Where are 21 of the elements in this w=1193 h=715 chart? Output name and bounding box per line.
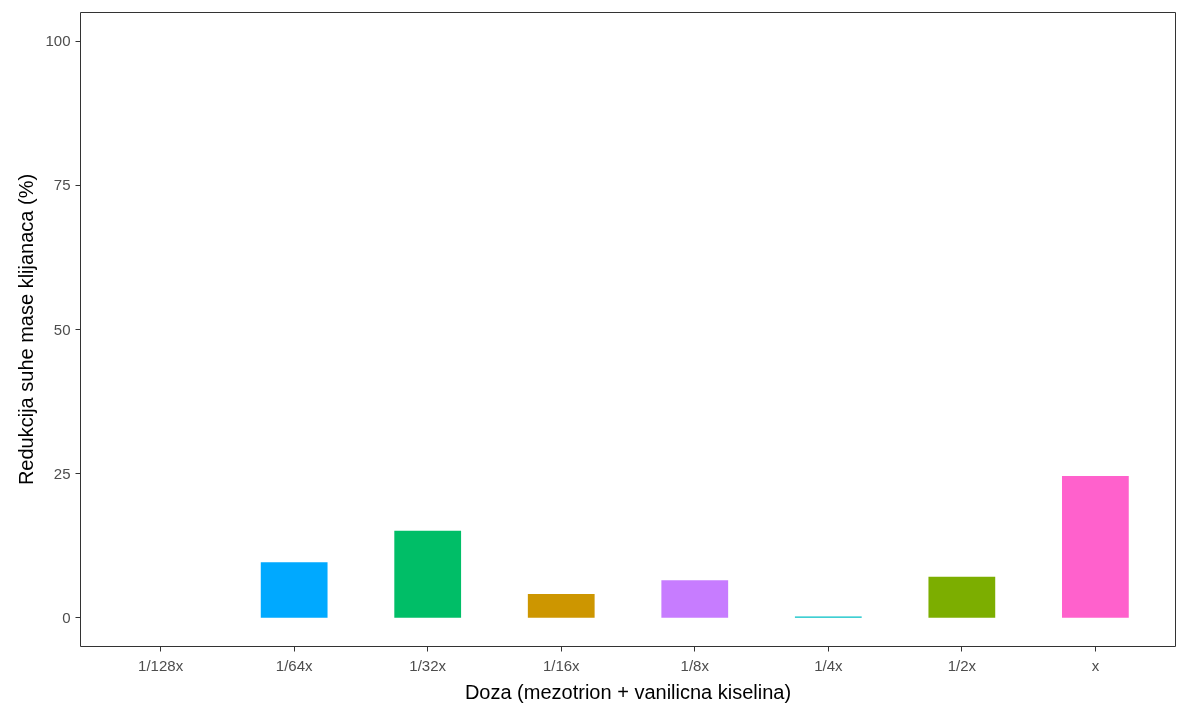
bar — [394, 530, 462, 618]
x-tick-label: 1/128x — [138, 656, 184, 674]
bar — [661, 580, 729, 618]
bar — [527, 594, 595, 618]
bar — [260, 562, 328, 618]
x-tick-label: 1/8x — [680, 656, 710, 674]
y-tick-label: 50 — [53, 320, 71, 338]
y-tick-label: 75 — [53, 176, 71, 194]
y-tick-label: 0 — [62, 608, 71, 626]
x-tick-label: 1/2x — [947, 656, 977, 674]
x-tick-label: 1/16x — [542, 656, 581, 674]
bar — [1061, 475, 1129, 618]
x-tick-label: x — [1091, 656, 1100, 674]
x-tick-label: 1/32x — [409, 656, 447, 674]
y-tick-label: 25 — [53, 464, 71, 482]
y-axis-title: Redukcija suhe mase klijanaca (%) — [15, 173, 38, 486]
x-axis-title: Doza (mezotrion + vanilicna kiselina) — [464, 680, 792, 703]
x-tick-label: 1/4x — [814, 656, 843, 674]
y-tick-label: 100 — [45, 32, 71, 50]
bar — [928, 576, 996, 618]
x-tick-label: 1/64x — [275, 656, 314, 674]
